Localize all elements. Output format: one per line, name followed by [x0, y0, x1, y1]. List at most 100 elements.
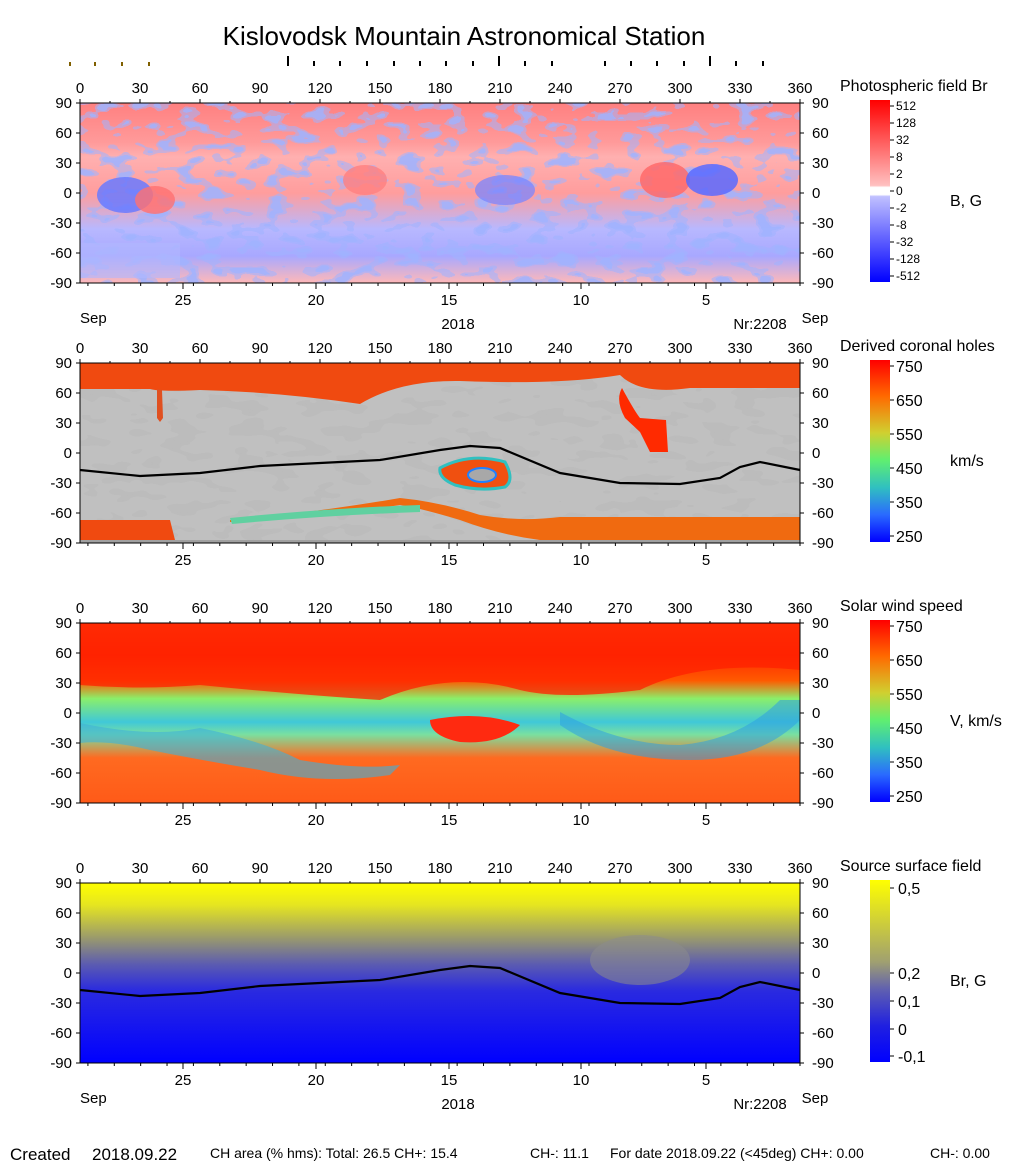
lat-tick-label-right: 60: [812, 385, 829, 402]
lat-tick-label-left: -60: [50, 1025, 72, 1042]
lat-tick-label-left: -60: [50, 245, 72, 262]
lon-tick-label: 300: [667, 860, 692, 877]
lon-tick-label: 120: [307, 80, 332, 97]
lat-tick-label-right: -60: [812, 765, 834, 782]
colorbar-unit: km/s: [950, 453, 984, 470]
lat-tick-label-right: -30: [812, 995, 834, 1012]
date-tick-label: 10: [573, 1072, 590, 1089]
lon-tick-label: 330: [727, 600, 752, 617]
lat-tick-label-left: 60: [55, 385, 72, 402]
lon-tick-label: 150: [367, 600, 392, 617]
date-tick-label: 5: [702, 812, 710, 829]
lon-tick-label: 90: [252, 80, 269, 97]
date-tick-label: 20: [308, 1072, 325, 1089]
lat-tick-label-left: 0: [64, 185, 72, 202]
lon-tick-label: 330: [727, 80, 752, 97]
lon-tick-label: 150: [367, 860, 392, 877]
colorbar-unit: V, km/s: [950, 713, 1002, 730]
lon-tick-label: 150: [367, 340, 392, 357]
lat-tick-label-left: -90: [50, 275, 72, 292]
lon-tick-label: 60: [192, 80, 209, 97]
rotation-label: Nr:2208: [733, 1096, 786, 1113]
colorbar-tick-label: 2: [896, 167, 903, 181]
lat-tick-label-right: 30: [812, 675, 829, 692]
neutral-line-source-surface: [79, 964, 801, 1006]
colorbars: Photospheric field Br B, G 512 128 32 8 2 0 -2 -8…: [840, 78, 1002, 1066]
panel-title: Source surface field: [840, 858, 981, 875]
colorbar-tick-label: 0,2: [898, 966, 920, 983]
lon-tick-label: 270: [607, 600, 632, 617]
colorbar-coronal-holes: Derived coronal holes km/s 750 650 550 450 350…: [840, 338, 995, 546]
lat-tick-label-right: -30: [812, 215, 834, 232]
for-date-text: For date 2018.09.22 (<45deg) CH+: 0.00: [610, 1145, 864, 1161]
colorbar-tick-label: 0: [896, 184, 903, 198]
colorbar-gradient: [870, 620, 890, 802]
neutral-line-coronal-holes: [79, 444, 801, 486]
colorbar-tick-label: 750: [896, 359, 923, 376]
footer: Created 2018.09.22 CH area (% hms): Tota…: [10, 1145, 990, 1164]
lon-tick-label: 210: [487, 600, 512, 617]
lon-tick-label: 120: [307, 860, 332, 877]
lat-tick-label-right: 0: [812, 185, 820, 202]
lon-tick-label: 0: [76, 860, 84, 877]
lat-tick-label-left: 0: [64, 965, 72, 982]
date-tick-label: 20: [308, 552, 325, 569]
lat-tick-label-right: 30: [812, 155, 829, 172]
colorbar-tick-label: 650: [896, 393, 923, 410]
date-tick-label: 20: [308, 812, 325, 829]
lon-tick-label: 0: [76, 600, 84, 617]
colorbar-tick-label: 450: [896, 721, 923, 738]
lon-tick-label: 270: [607, 80, 632, 97]
lat-tick-label-right: -90: [812, 275, 834, 292]
lat-tick-label-right: 60: [812, 905, 829, 922]
lon-tick-label: 120: [307, 600, 332, 617]
colorbar-tick-label: 32: [896, 133, 910, 147]
lat-tick-label-left: -60: [50, 505, 72, 522]
date-tick-label: 15: [441, 292, 458, 309]
date-tick-label: 5: [702, 292, 710, 309]
lat-tick-label-left: 60: [55, 645, 72, 662]
lat-tick-label-right: -60: [812, 245, 834, 262]
lat-tick-label-right: -30: [812, 475, 834, 492]
lat-tick-label-right: 90: [812, 355, 829, 372]
lat-tick-label-right: -90: [812, 1055, 834, 1072]
date-tick-label: 5: [702, 1072, 710, 1089]
lon-tick-label: 30: [132, 340, 149, 357]
month-label-right: Sep: [802, 1090, 829, 1107]
colorbar-solar-wind: Solar wind speed V, km/s 750 650 550 450 350 25…: [840, 598, 1002, 806]
lon-tick-label: 0: [76, 80, 84, 97]
neutral-lines: [79, 444, 801, 1006]
panel-title: Derived coronal holes: [840, 338, 995, 355]
lat-tick-label-left: -60: [50, 765, 72, 782]
lat-tick-label-right: 90: [812, 615, 829, 632]
lat-tick-label-right: 90: [812, 95, 829, 112]
date-tick-label: 10: [573, 812, 590, 829]
date-tick-label: 15: [441, 812, 458, 829]
lon-tick-label: 180: [427, 860, 452, 877]
lon-tick-label: 360: [787, 340, 812, 357]
lon-tick-label: 300: [667, 80, 692, 97]
lon-tick-label: 360: [787, 600, 812, 617]
colorbar-tick-label: 650: [896, 653, 923, 670]
lon-tick-label: 240: [547, 340, 572, 357]
lon-tick-label: 90: [252, 340, 269, 357]
colorbar-tick-label: 0,1: [898, 994, 920, 1011]
lat-tick-label-right: -90: [812, 795, 834, 812]
colorbar-tick-label: 350: [896, 495, 923, 512]
month-label-right: Sep: [802, 310, 829, 327]
lat-tick-label-left: -90: [50, 1055, 72, 1072]
lat-tick-label-left: 90: [55, 95, 72, 112]
lat-tick-label-right: 30: [812, 935, 829, 952]
colorbar-tick-label: 350: [896, 755, 923, 772]
month-label-left: Sep: [80, 1090, 107, 1107]
lat-tick-label-left: -30: [50, 735, 72, 752]
date-tick-label: 10: [573, 292, 590, 309]
colorbar-tick-label: 512: [896, 99, 916, 113]
lon-tick-label: 270: [607, 340, 632, 357]
colorbar-tick-label: 550: [896, 427, 923, 444]
colorbar-tick-label: 250: [896, 529, 923, 546]
panel-photospheric: [80, 103, 800, 283]
date-tick-label: 10: [573, 552, 590, 569]
